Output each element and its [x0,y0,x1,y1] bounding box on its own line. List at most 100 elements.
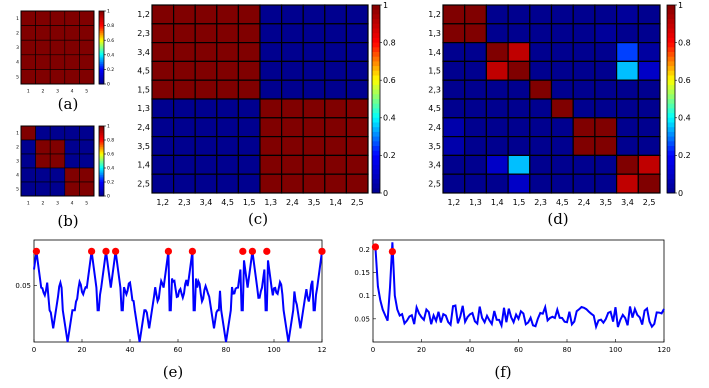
colorbar-band [372,37,380,44]
heatmap-cell [594,136,618,157]
colorbar-band [99,138,104,141]
heatmap-cell [615,23,639,44]
colorbar-band [372,5,380,11]
colorbar-band [99,65,104,69]
heatmap-cell [194,173,218,194]
heatmap-cell [64,25,80,41]
colorbar-band [667,164,675,170]
heatmap-cell [49,167,66,183]
heatmap-cell [345,173,369,194]
colorbar-band [667,188,675,194]
colorbar-band [99,134,104,137]
heatmap-cell [216,4,240,25]
colorbar-band [99,164,104,167]
colorbar-band [667,66,675,72]
heatmap-cell [35,181,51,197]
heatmap-cell [20,153,36,169]
peak-marker [88,247,96,255]
colorbar-band [99,60,104,63]
heatmap-cell [281,41,304,62]
panel-caption: (c) [248,210,268,228]
colorbar-band [99,32,104,36]
row-tick-label: 3 [16,45,19,51]
row-tick-label: 1,5 [137,85,150,94]
heatmap-cell [345,4,369,25]
heatmap-cell [464,4,488,25]
heatmap-cell [550,173,574,194]
row-tick-label: 5 [16,74,19,80]
heatmap-cell [615,173,639,194]
colorbar-band [667,61,675,67]
heatmap-cell [637,154,661,175]
heatmap-cell [302,136,326,157]
colorbar-band [99,27,104,30]
heatmap-cell [637,23,661,44]
heatmap-cell [259,79,283,100]
colorbar-band [372,19,380,25]
colorbar-band [667,23,675,29]
x-tick-label: 40 [126,346,135,354]
heatmap-cell [79,153,95,169]
heatmap-cell [324,23,347,44]
row-tick-label: 2,5 [428,179,441,188]
heatmap-cell [324,154,347,175]
colorbar-band [99,51,104,54]
heatmap-cell [324,98,347,119]
heatmap-cell [442,23,466,44]
colorbar-band [99,54,104,58]
heatmap-cell [302,41,326,62]
heatmap-cell [281,136,304,157]
heatmap-cell [507,98,531,119]
colorbar-band [667,19,675,25]
heatmap-cell [302,173,326,194]
colorbar-tick-label: 1 [383,1,388,10]
heatmap-cell [20,125,36,141]
heatmap-cell [259,173,283,194]
colorbar-tick-label: 0.4 [107,52,114,58]
colorbar-band [667,33,675,39]
col-tick-label: 1,3 [264,198,277,207]
heatmap-cell [507,136,531,157]
x-tick-label: 40 [466,346,475,354]
heatmap-cell [237,60,261,81]
heatmap-cell [550,98,574,119]
colorbar-band [99,141,104,144]
col-tick-label: 4 [71,201,74,207]
colorbar-band [99,71,104,74]
heatmap-cell [173,117,196,138]
colorbar-band [372,75,380,81]
heatmap-cell [281,154,304,175]
heatmap-cell [259,98,283,119]
heatmap-cell [572,60,596,81]
colorbar-band [667,89,675,95]
colorbar-band [372,89,380,95]
colorbar-band [99,147,104,150]
heatmap-cell [237,41,261,62]
heatmap-cell [259,136,283,157]
series-line [33,251,323,343]
heatmap-cell [637,98,661,119]
heatmap-cell [173,154,196,175]
heatmap-cell [259,117,283,138]
heatmap-cell [20,167,36,183]
heatmap-cell [485,23,509,44]
heatmap-cell [259,41,283,62]
row-tick-label: 1 [16,131,19,137]
col-tick-label: 1,4 [329,198,342,207]
colorbar-band [667,42,675,48]
colorbar-band [372,56,380,62]
colorbar-band [99,161,104,164]
colorbar-band [372,169,380,175]
row-tick-label: 4,5 [428,104,441,113]
heatmap-cell [79,25,95,41]
heatmap-cell [35,153,51,169]
row-tick-label: 2,4 [428,123,441,132]
heatmap-cell [572,154,596,175]
col-tick-label: 4 [71,89,74,95]
heatmap-cell [442,154,466,175]
colorbar-band [667,80,675,86]
heatmap-cell [529,79,553,100]
row-tick-label: 1,2 [137,10,150,19]
row-tick-label: 5 [16,187,19,193]
heatmap-cell [324,136,347,157]
